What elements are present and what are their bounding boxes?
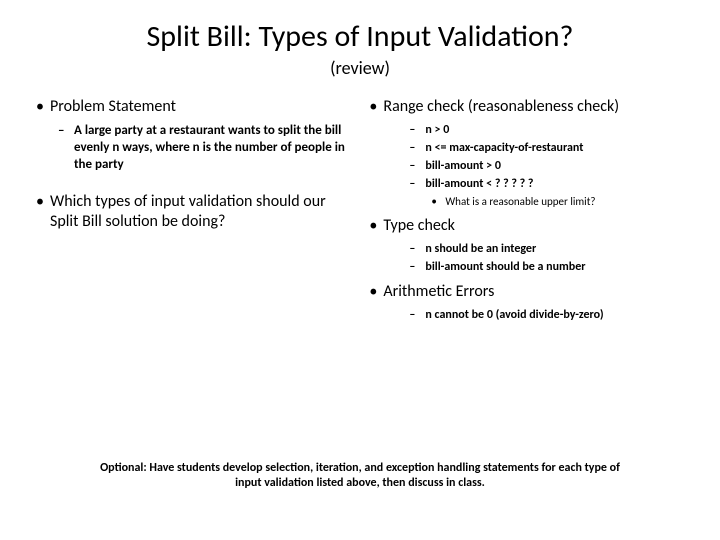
bullet-arithmetic-errors: • Arithmetic Errors bbox=[363, 282, 686, 302]
dash-icon: – bbox=[58, 123, 74, 174]
dash-icon: – bbox=[409, 141, 425, 156]
bullet-dot-icon: • bbox=[363, 216, 383, 236]
bullet-range-check: • Range check (reasonableness check) bbox=[363, 97, 686, 117]
bullet-text: Range check (reasonableness check) bbox=[383, 97, 619, 117]
bullet-dot-icon: • bbox=[30, 97, 50, 117]
bullet-text: n cannot be 0 (avoid divide-by-zero) bbox=[425, 308, 603, 323]
bullet-dot-icon: • bbox=[363, 97, 383, 117]
sub-bill-gt-0: – bill-amount > 0 bbox=[409, 159, 686, 174]
footer-note: Optional: Have students develop selectio… bbox=[0, 461, 720, 492]
sub-sub-reasonable: • What is a reasonable upper limit? bbox=[431, 195, 686, 209]
dash-icon: – bbox=[409, 123, 425, 138]
content-columns: • Problem Statement – A large party at a… bbox=[30, 97, 690, 326]
bullet-dot-icon: • bbox=[363, 282, 383, 302]
left-column: • Problem Statement – A large party at a… bbox=[30, 97, 353, 326]
sub-n-not-zero: – n cannot be 0 (avoid divide-by-zero) bbox=[409, 308, 686, 323]
sub-n-integer: – n should be an integer bbox=[409, 242, 686, 257]
bullet-dot-icon: • bbox=[30, 192, 50, 232]
slide-title: Split Bill: Types of Input Validation? bbox=[30, 18, 690, 55]
slide: Split Bill: Types of Input Validation? (… bbox=[0, 0, 720, 540]
dash-icon: – bbox=[409, 260, 425, 275]
slide-subtitle: (review) bbox=[30, 57, 690, 79]
bullet-text: n <= max-capacity-of-restaurant bbox=[425, 141, 583, 156]
bullet-dot-icon: • bbox=[431, 195, 445, 209]
spacer bbox=[30, 178, 353, 192]
bullet-text: A large party at a restaurant wants to s… bbox=[74, 123, 353, 174]
bullet-type-check: • Type check bbox=[363, 216, 686, 236]
sub-n-le-max: – n <= max-capacity-of-restaurant bbox=[409, 141, 686, 156]
dash-icon: – bbox=[409, 159, 425, 174]
bullet-text: Problem Statement bbox=[50, 97, 176, 117]
dash-icon: – bbox=[409, 177, 425, 192]
bullet-text: n should be an integer bbox=[425, 242, 536, 257]
dash-icon: – bbox=[409, 242, 425, 257]
sub-bullet-problem-desc: – A large party at a restaurant wants to… bbox=[58, 123, 353, 174]
sub-bill-number: – bill-amount should be a number bbox=[409, 260, 686, 275]
bullet-problem-statement: • Problem Statement bbox=[30, 97, 353, 117]
bullet-text: bill-amount should be a number bbox=[425, 260, 585, 275]
bullet-text: What is a reasonable upper limit? bbox=[445, 195, 595, 209]
bullet-text: Type check bbox=[383, 216, 454, 236]
dash-icon: – bbox=[409, 308, 425, 323]
bullet-text: Which types of input validation should o… bbox=[50, 192, 353, 232]
bullet-text: Arithmetic Errors bbox=[383, 282, 494, 302]
bullet-text: n > 0 bbox=[425, 123, 449, 138]
bullet-text: bill-amount < ? ? ? ? ? bbox=[425, 177, 533, 192]
sub-n-gt-0: – n > 0 bbox=[409, 123, 686, 138]
sub-bill-lt-q: – bill-amount < ? ? ? ? ? bbox=[409, 177, 686, 192]
bullet-text: bill-amount > 0 bbox=[425, 159, 501, 174]
bullet-which-types: • Which types of input validation should… bbox=[30, 192, 353, 232]
right-column: • Range check (reasonableness check) – n… bbox=[363, 97, 686, 326]
